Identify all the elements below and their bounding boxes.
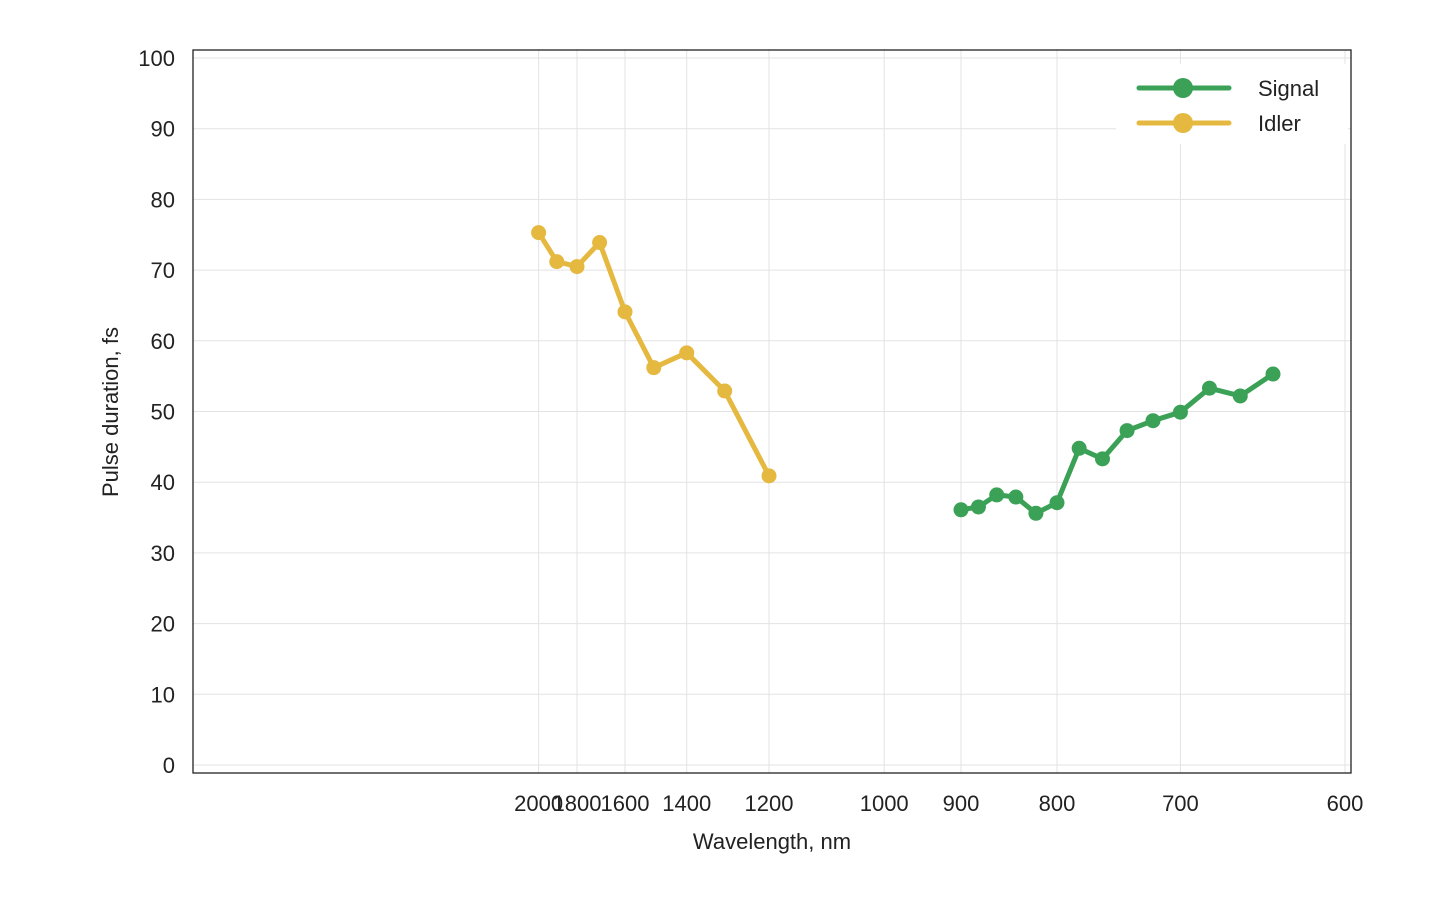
x-tick-label: 800 — [1039, 791, 1076, 816]
signal-point — [953, 502, 969, 518]
plot-frame — [192, 49, 1352, 774]
x-tick-label: 1800 — [553, 791, 602, 816]
x-tick-label: 1600 — [601, 791, 650, 816]
idler-series — [531, 225, 777, 484]
y-tick-labels: 0 10 20 30 40 50 60 70 80 90 100 — [138, 46, 175, 778]
signal-point — [1049, 495, 1065, 511]
x-tick-label: 600 — [1327, 791, 1364, 816]
legend-item-signal: Signal — [1136, 76, 1319, 101]
signal-point — [1201, 380, 1217, 396]
idler-point — [717, 383, 733, 399]
idler-point — [761, 468, 777, 484]
idler-point — [569, 259, 585, 275]
y-tick-label: 20 — [151, 612, 175, 637]
y-tick-label: 90 — [151, 117, 175, 142]
idler-point — [646, 360, 662, 376]
signal-point — [1172, 404, 1188, 420]
legend-items: Signal Idler — [1136, 76, 1319, 136]
y-tick-label: 80 — [151, 187, 175, 212]
idler-point — [679, 345, 695, 361]
legend-item-idler: Idler — [1136, 111, 1301, 136]
legend-swatch-marker — [1173, 113, 1193, 133]
signal-point — [1094, 451, 1110, 467]
idler-point — [617, 304, 633, 320]
y-tick-label: 60 — [151, 329, 175, 354]
signal-point — [1071, 440, 1087, 456]
signal-series — [953, 366, 1281, 521]
x-tick-label: 1200 — [745, 791, 794, 816]
y-tick-label: 0 — [163, 753, 175, 778]
legend: Signal Idler — [1116, 64, 1348, 144]
signal-line — [958, 371, 1276, 516]
signal-point — [1265, 366, 1281, 382]
y-tick-label: 70 — [151, 258, 175, 283]
x-tick-label: 2000 — [514, 791, 563, 816]
y-axis-label: Pulse duration, fs — [98, 327, 123, 497]
idler-point — [592, 235, 608, 251]
signal-point — [1145, 413, 1161, 429]
x-tick-label: 1000 — [860, 791, 909, 816]
signal-point — [1119, 423, 1135, 439]
y-tick-label: 50 — [151, 400, 175, 425]
legend-label: Idler — [1258, 111, 1301, 136]
idler-point — [531, 225, 547, 241]
y-tick-label: 40 — [151, 470, 175, 495]
x-tick-label: 900 — [943, 791, 980, 816]
y-tick-label: 30 — [151, 541, 175, 566]
series — [531, 225, 1281, 521]
y-tick-label: 10 — [151, 682, 175, 707]
signal-point — [1028, 505, 1044, 521]
legend-label: Signal — [1258, 76, 1319, 101]
signal-point — [1232, 388, 1248, 404]
x-tick-label: 1400 — [662, 791, 711, 816]
legend-background — [1116, 64, 1348, 144]
legend-swatch-marker — [1173, 78, 1193, 98]
signal-point — [989, 487, 1005, 503]
x-tick-label: 700 — [1162, 791, 1199, 816]
idler-point — [549, 254, 565, 270]
signal-point — [1008, 489, 1024, 505]
x-axis-label: Wavelength, nm — [693, 829, 851, 854]
signal-point — [970, 499, 986, 515]
y-tick-label: 100 — [138, 46, 175, 71]
